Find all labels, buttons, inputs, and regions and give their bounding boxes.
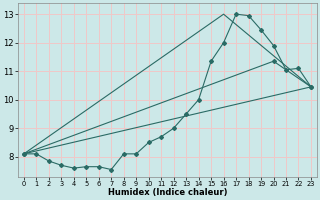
X-axis label: Humidex (Indice chaleur): Humidex (Indice chaleur) xyxy=(108,188,227,197)
